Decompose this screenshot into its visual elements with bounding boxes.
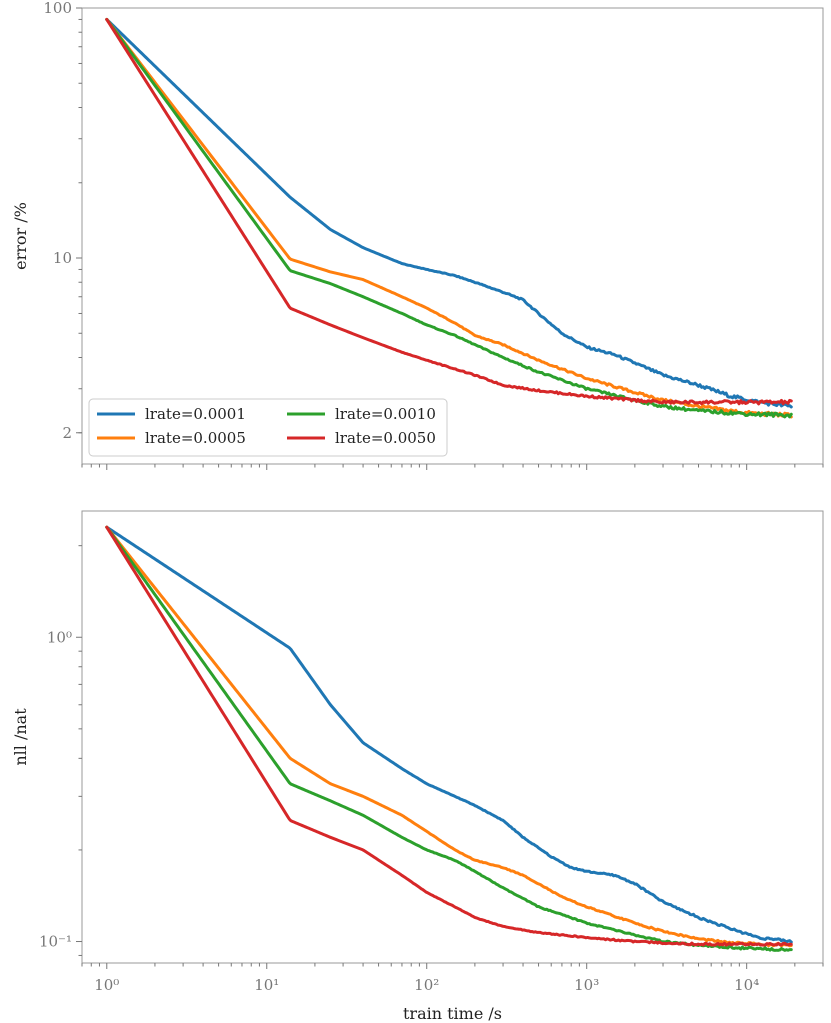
series-line-lrate-0-0005	[105, 525, 793, 948]
y-tick-label: 10	[53, 249, 72, 267]
legend-label: lrate=0.0010	[335, 405, 436, 423]
x-tick-label: 10⁴	[734, 976, 759, 994]
series-line-lrate-0-0050	[105, 525, 793, 947]
y-tick-label: 2	[62, 424, 72, 442]
series-line-lrate-0-0005	[105, 17, 793, 419]
y-tick-label: 100	[43, 0, 72, 17]
series-line-lrate-0-0001	[105, 17, 793, 409]
series-line-lrate-0-0010	[105, 525, 793, 952]
legend-label: lrate=0.0005	[145, 429, 246, 447]
y-tick-label: 10⁻¹	[39, 933, 72, 951]
x-tick-label: 10²	[414, 976, 439, 994]
x-tick-label: 10³	[574, 976, 599, 994]
nll-panel: 10⁰ 10⁻¹ 10⁰ 10¹ 10² 10³ 10⁴ nll /nat train time…	[11, 510, 824, 1023]
axes-frame	[81, 7, 824, 465]
legend-label: lrate=0.0001	[145, 405, 246, 423]
x-tick-label: 10¹	[254, 976, 279, 994]
x-axis-title: train time /s	[403, 1004, 502, 1023]
x-tick-label: 10⁰	[94, 976, 119, 994]
series-line-lrate-0-0010	[105, 17, 793, 419]
legend-label: lrate=0.0050	[335, 429, 436, 447]
y-axis-title: nll /nat	[11, 708, 30, 766]
legend-box	[88, 398, 448, 457]
axes-frame	[81, 510, 824, 964]
y-axis-title: error /%	[11, 202, 30, 270]
y-tick-label: 10⁰	[47, 628, 72, 646]
series-line-lrate-0-0001	[105, 525, 793, 944]
legend: lrate=0.0001 lrate=0.0005 lrate=0.0010 lrat…	[88, 398, 448, 457]
series-line-lrate-0-0050	[105, 17, 793, 406]
